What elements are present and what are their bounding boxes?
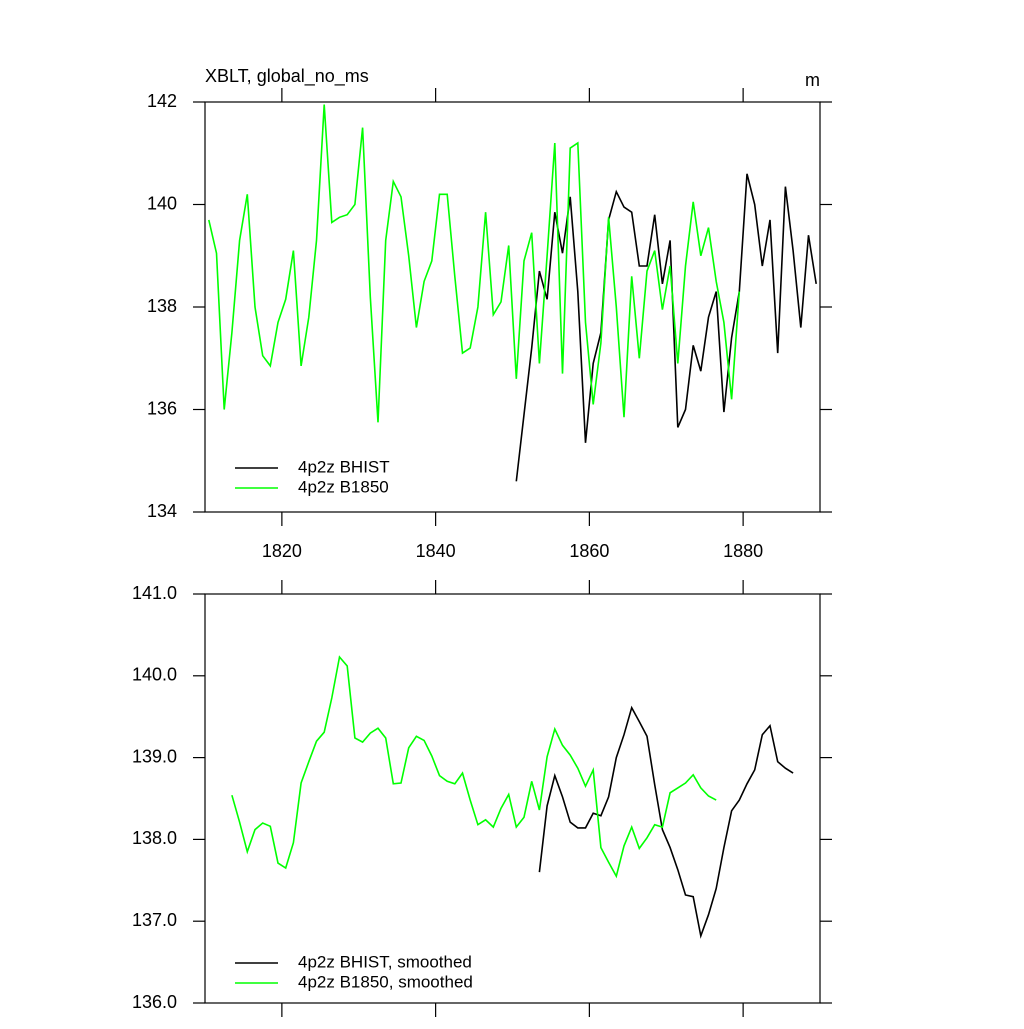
- x-tick-label: 1820: [262, 541, 302, 561]
- y-tick-label: 140.0: [132, 665, 177, 685]
- x-tick-label: 1880: [723, 541, 763, 561]
- y-tick-label: 138.0: [132, 828, 177, 848]
- y-tick-label: 139.0: [132, 746, 177, 766]
- legend-label: 4p2z B1850, smoothed: [298, 972, 473, 991]
- x-tick-label: 1860: [569, 541, 609, 561]
- y-tick-label: 142: [147, 91, 177, 111]
- legend-label: 4p2z B1850: [298, 477, 389, 496]
- data-line: [515, 173, 817, 482]
- y-tick-label: 136.0: [132, 992, 177, 1012]
- plot-frame: [204, 593, 821, 1004]
- y-tick-label: 138: [147, 296, 177, 316]
- data-line: [231, 655, 717, 879]
- data-line: [208, 104, 741, 423]
- data-line: [538, 705, 794, 939]
- y-tick-label: 136: [147, 398, 177, 418]
- y-tick-label: 140: [147, 193, 177, 213]
- units-label: m: [805, 70, 820, 90]
- legend-label: 4p2z BHIST, smoothed: [298, 952, 472, 971]
- x-tick-label: 1840: [416, 541, 456, 561]
- y-tick-label: 134: [147, 501, 177, 521]
- chart-title: XBLT, global_no_ms: [205, 66, 369, 87]
- y-tick-label: 141.0: [132, 583, 177, 603]
- y-tick-label: 137.0: [132, 910, 177, 930]
- legend-label: 4p2z BHIST: [298, 457, 390, 476]
